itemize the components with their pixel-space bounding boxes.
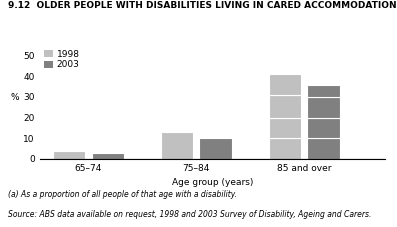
Bar bbox=[268, 95, 301, 118]
Text: 9.12  OLDER PEOPLE WITH DISABILITIES LIVING IN CARED ACCOMMODATION(a): 9.12 OLDER PEOPLE WITH DISABILITIES LIVI… bbox=[8, 1, 397, 10]
Y-axis label: %: % bbox=[11, 93, 19, 102]
Bar bbox=[53, 151, 85, 159]
Bar bbox=[268, 118, 301, 138]
Legend: 1998, 2003: 1998, 2003 bbox=[44, 50, 80, 69]
Bar bbox=[307, 138, 340, 159]
Text: Source: ABS data available on request, 1998 and 2003 Survey of Disability, Agein: Source: ABS data available on request, 1… bbox=[8, 210, 371, 219]
Bar bbox=[91, 153, 124, 159]
Text: (a) As a proportion of all people of that age with a disability.: (a) As a proportion of all people of tha… bbox=[8, 190, 237, 199]
Bar bbox=[307, 97, 340, 118]
Bar bbox=[307, 85, 340, 97]
Bar bbox=[307, 118, 340, 138]
X-axis label: Age group (years): Age group (years) bbox=[172, 178, 253, 187]
Bar bbox=[160, 132, 193, 159]
Bar bbox=[268, 74, 301, 95]
Bar bbox=[199, 138, 232, 159]
Bar bbox=[268, 138, 301, 159]
